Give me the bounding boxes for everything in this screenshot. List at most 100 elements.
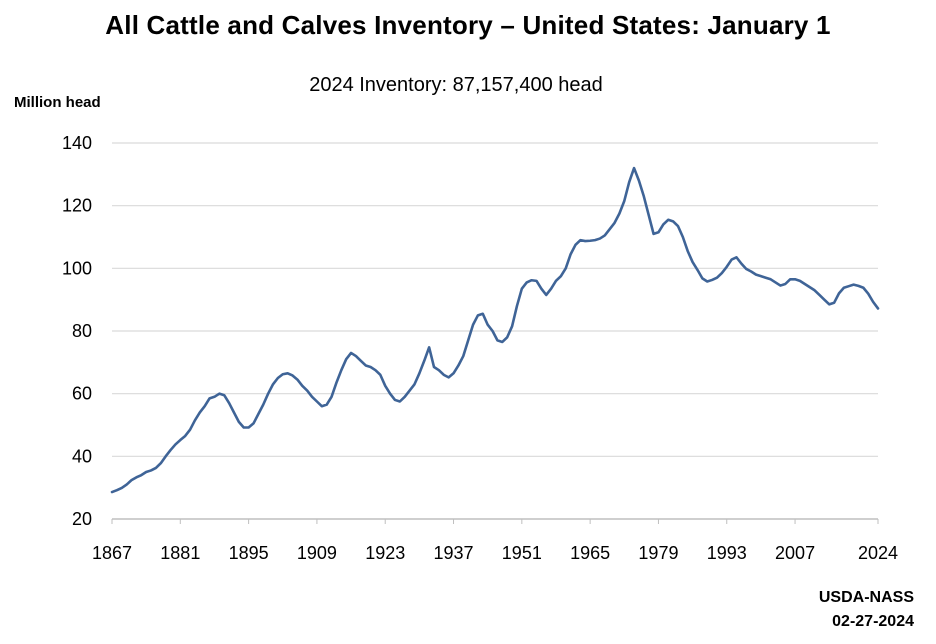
data-point — [506, 336, 509, 339]
x-tick-labels: 1867 1881 1895 1909 1923 1937 1951 1965 1979 1993… — [92, 543, 898, 563]
data-point — [608, 228, 611, 231]
data-point — [120, 487, 123, 490]
data-point — [442, 374, 445, 377]
data-point — [340, 369, 343, 372]
data-point — [823, 298, 826, 301]
data-point — [281, 373, 284, 376]
data-point — [408, 389, 411, 392]
data-point — [145, 471, 148, 474]
x-tick-label: 2024 — [858, 543, 898, 563]
data-point — [169, 449, 172, 452]
data-point — [799, 280, 802, 283]
source-date: 02-27-2024 — [832, 613, 914, 630]
data-point — [564, 267, 567, 270]
data-point — [482, 312, 485, 315]
data-point — [399, 400, 402, 403]
data-point — [847, 285, 850, 288]
data-point — [623, 200, 626, 203]
data-point — [599, 237, 602, 240]
data-point — [804, 283, 807, 286]
data-point — [330, 396, 333, 399]
data-point — [613, 222, 616, 225]
x-tick-label: 1965 — [570, 543, 610, 563]
data-point — [769, 278, 772, 281]
data-point — [545, 294, 548, 297]
data-point — [218, 392, 221, 395]
data-point — [457, 364, 460, 367]
y-tick-label: 140 — [62, 133, 92, 153]
data-point — [540, 287, 543, 290]
data-point — [779, 284, 782, 287]
data-point — [208, 397, 211, 400]
data-point — [745, 268, 748, 271]
data-point — [628, 181, 631, 184]
data-point — [267, 392, 270, 395]
data-point — [516, 305, 519, 308]
x-tick-label: 1937 — [434, 543, 474, 563]
data-point — [794, 278, 797, 281]
data-point — [252, 422, 255, 425]
data-point — [150, 469, 153, 472]
data-point — [667, 218, 670, 221]
data-point — [730, 258, 733, 261]
data-point — [579, 239, 582, 242]
data-point — [286, 372, 289, 375]
data-point — [447, 376, 450, 379]
data-point — [525, 281, 528, 284]
data-point — [203, 405, 206, 408]
data-point — [496, 339, 499, 342]
y-tick-label: 40 — [72, 446, 92, 466]
y-tick-label: 20 — [72, 509, 92, 529]
data-point — [369, 366, 372, 369]
data-point — [335, 381, 338, 384]
data-point — [247, 426, 250, 429]
data-point — [521, 287, 524, 290]
data-point — [706, 280, 709, 283]
data-point — [277, 377, 280, 380]
source-note: USDA-NASS 02-27-2024 — [819, 586, 914, 634]
data-point — [833, 302, 836, 305]
data-point — [594, 239, 597, 242]
axes — [111, 518, 879, 524]
data-point — [238, 421, 241, 424]
data-point — [452, 372, 455, 375]
data-point — [428, 346, 431, 349]
x-tick-label: 1909 — [297, 543, 337, 563]
data-point — [413, 383, 416, 386]
data-point — [199, 411, 202, 414]
data-point — [818, 294, 821, 297]
data-point — [808, 286, 811, 289]
data-point — [135, 476, 138, 479]
data-point — [603, 234, 606, 237]
data-point — [701, 277, 704, 280]
data-point — [223, 394, 226, 397]
data-point — [696, 269, 699, 272]
data-point — [155, 467, 158, 470]
data-point — [159, 462, 162, 465]
series-line-inventory — [110, 166, 880, 494]
data-point — [784, 283, 787, 286]
data-point — [862, 286, 865, 289]
x-tick-label: 1923 — [365, 543, 405, 563]
data-point — [789, 278, 792, 281]
y-axis-label: Million head — [14, 94, 101, 111]
data-point — [764, 276, 767, 279]
y-tick-labels: 20 40 60 80 100 120 140 — [62, 133, 92, 529]
data-point — [389, 392, 392, 395]
data-point — [584, 240, 587, 243]
data-point — [242, 426, 245, 429]
x-tick-label: 1895 — [229, 543, 269, 563]
chart-subtitle: 2024 Inventory: 87,157,400 head — [309, 74, 603, 96]
data-point — [740, 262, 743, 265]
data-point — [394, 399, 397, 402]
data-point — [647, 214, 650, 217]
data-point — [652, 233, 655, 236]
data-point — [233, 411, 236, 414]
gridlines — [112, 142, 878, 457]
data-point — [686, 250, 689, 253]
data-point — [477, 314, 480, 317]
chart-title: All Cattle and Calves Inventory – United… — [105, 10, 831, 40]
data-point — [486, 323, 489, 326]
data-point — [262, 403, 265, 406]
data-point — [555, 280, 558, 283]
